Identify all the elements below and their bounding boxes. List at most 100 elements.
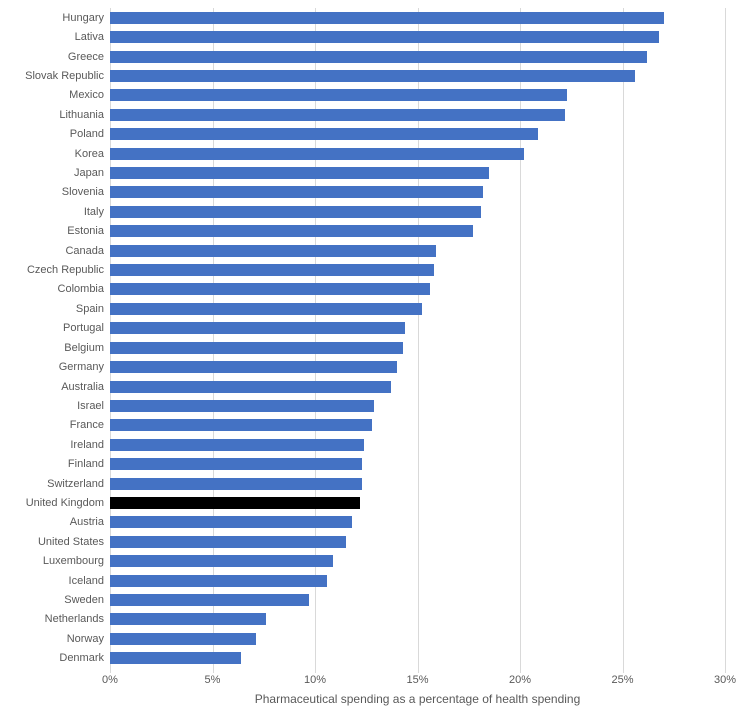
bar-row (110, 225, 725, 237)
y-tick-label: Colombia (58, 283, 104, 295)
y-tick-label: United States (38, 536, 104, 548)
bar (110, 458, 362, 470)
bar (110, 419, 372, 431)
bar (110, 167, 489, 179)
bar (110, 51, 647, 63)
bar (110, 206, 481, 218)
x-tick-mark (725, 668, 726, 673)
gridline (418, 8, 419, 668)
bar-row (110, 652, 725, 664)
bar (110, 303, 422, 315)
x-tick-label: 15% (406, 674, 428, 686)
x-tick-mark (623, 668, 624, 673)
bar-row (110, 283, 725, 295)
gridline (110, 8, 111, 668)
gridline (520, 8, 521, 668)
y-tick-label: Denmark (59, 652, 104, 664)
bar (110, 594, 309, 606)
bar (110, 322, 405, 334)
bar (110, 70, 635, 82)
bar (110, 89, 567, 101)
bar-row (110, 245, 725, 257)
bar (110, 12, 664, 24)
bar-row (110, 264, 725, 276)
bar-row (110, 381, 725, 393)
bar (110, 400, 374, 412)
bar-row (110, 303, 725, 315)
bar (110, 264, 434, 276)
bar-row (110, 400, 725, 412)
y-tick-label: Lithuania (59, 109, 104, 121)
bar (110, 342, 403, 354)
bar (110, 31, 659, 43)
x-tick-mark (213, 668, 214, 673)
bar (110, 128, 538, 140)
bar (110, 148, 524, 160)
x-tick-label: 5% (205, 674, 221, 686)
y-tick-label: Portugal (63, 322, 104, 334)
bar-row (110, 361, 725, 373)
y-tick-label: United Kingdom (26, 497, 104, 509)
bar-row (110, 148, 725, 160)
bar (110, 186, 483, 198)
y-tick-label: Czech Republic (27, 264, 104, 276)
y-tick-label: Germany (59, 361, 104, 373)
x-tick-label: 10% (304, 674, 326, 686)
bar-row (110, 322, 725, 334)
x-tick-mark (520, 668, 521, 673)
y-tick-label: Netherlands (45, 613, 104, 625)
bar-row (110, 516, 725, 528)
y-tick-label: France (70, 419, 104, 431)
bar-row (110, 31, 725, 43)
y-tick-label: Luxembourg (43, 555, 104, 567)
y-tick-label: Slovak Republic (25, 70, 104, 82)
bar (110, 225, 473, 237)
x-tick-label: 25% (611, 674, 633, 686)
bar (110, 478, 362, 490)
bar (110, 536, 346, 548)
gridline (315, 8, 316, 668)
pharma-spending-chart: 0%5%10%15%20%25%30%HungaryLativaGreeceSl… (0, 0, 745, 714)
y-tick-label: Canada (65, 245, 104, 257)
bar (110, 575, 327, 587)
bar (110, 361, 397, 373)
bar (110, 109, 565, 121)
bar-row (110, 555, 725, 567)
bar-row (110, 575, 725, 587)
y-tick-label: Australia (61, 381, 104, 393)
y-tick-label: Mexico (69, 89, 104, 101)
y-tick-label: Belgium (64, 342, 104, 354)
x-tick-label: 20% (509, 674, 531, 686)
y-tick-label: Norway (67, 633, 104, 645)
bar-row (110, 167, 725, 179)
bar-row (110, 186, 725, 198)
bar-row (110, 51, 725, 63)
bar (110, 497, 360, 509)
y-tick-label: Slovenia (62, 186, 104, 198)
gridline (725, 8, 726, 668)
bar (110, 245, 436, 257)
x-tick-mark (418, 668, 419, 673)
bar (110, 613, 266, 625)
bar-row (110, 594, 725, 606)
y-tick-label: Italy (84, 206, 104, 218)
bar-row (110, 613, 725, 625)
bar-row (110, 536, 725, 548)
y-tick-label: Lativa (75, 31, 104, 43)
bar-row (110, 419, 725, 431)
bar-row (110, 458, 725, 470)
bar (110, 633, 256, 645)
x-tick-label: 0% (102, 674, 118, 686)
bar-row (110, 439, 725, 451)
y-tick-label: Japan (74, 167, 104, 179)
plot-area: 0%5%10%15%20%25%30%HungaryLativaGreeceSl… (110, 8, 725, 668)
bar-row (110, 70, 725, 82)
bar (110, 555, 333, 567)
y-tick-label: Sweden (64, 594, 104, 606)
y-tick-label: Spain (76, 303, 104, 315)
bar (110, 439, 364, 451)
bar (110, 381, 391, 393)
y-tick-label: Hungary (62, 12, 104, 24)
bar-row (110, 12, 725, 24)
x-tick-mark (110, 668, 111, 673)
